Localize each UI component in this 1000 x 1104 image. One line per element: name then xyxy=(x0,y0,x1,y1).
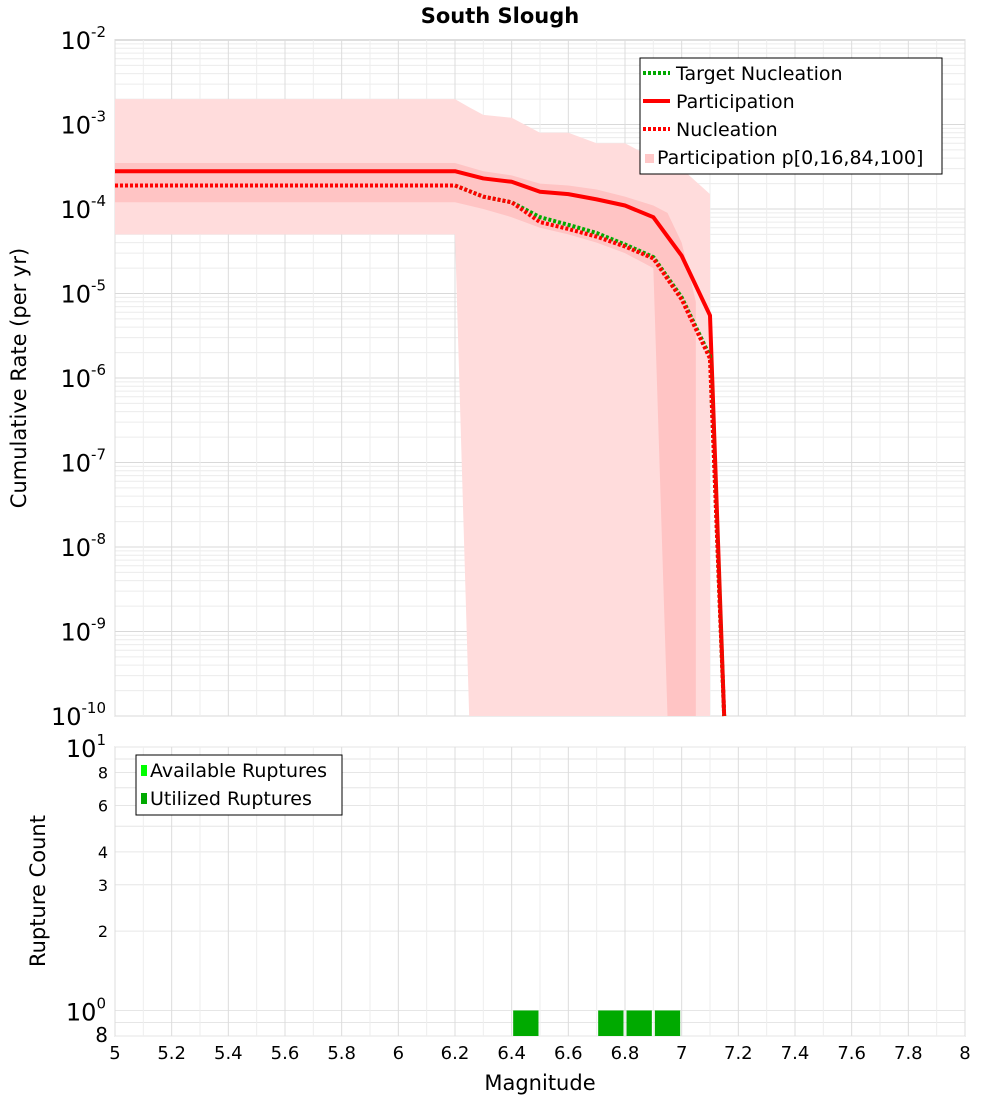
rate-y-tick-label: 10-2 xyxy=(60,23,106,55)
band-p0-p100 xyxy=(115,99,710,716)
rate-legend: Target Nucleation Participation Nucleation… xyxy=(639,57,943,175)
count-y-tick-label: 100 xyxy=(66,994,106,1026)
count-x-ticks: 5 5.2 5.4 5.6 5.8 6 6.2 6.4 6.6 6.8 7 7.2 7.4 7.6 7.8 8 xyxy=(109,1043,970,1064)
x-tick-label: 6.2 xyxy=(441,1043,470,1064)
legend-swatch-available-ruptures xyxy=(141,765,147,776)
x-tick-label: 7.6 xyxy=(837,1043,866,1064)
rate-y-tick-label: 10-8 xyxy=(60,530,106,562)
legend-label-available-ruptures: Available Ruptures xyxy=(150,760,327,782)
x-tick-label: 5 xyxy=(109,1043,120,1064)
x-tick-label: 8 xyxy=(959,1043,970,1064)
rate-y-ticks: 10-2 10-3 10-4 10-5 10-6 10-7 10-8 10-9 10-10 xyxy=(51,23,106,731)
x-tick-label: 7.2 xyxy=(724,1043,753,1064)
count-y-tick-label: 3 xyxy=(98,876,108,895)
bar xyxy=(598,1010,624,1036)
count-y-tick-label: 8 xyxy=(98,764,108,783)
x-tick-label: 6.8 xyxy=(611,1043,640,1064)
rate-y-axis-label: Cumulative Rate (per yr) xyxy=(7,248,31,508)
bar xyxy=(654,1010,681,1036)
x-tick-label: 6.6 xyxy=(554,1043,583,1064)
x-tick-label: 5.4 xyxy=(214,1043,243,1064)
x-axis-label: Magnitude xyxy=(484,1071,595,1095)
count-y-tick-label: 2 xyxy=(98,922,108,941)
x-tick-label: 7.4 xyxy=(781,1043,810,1064)
legend-label-participation: Participation xyxy=(676,91,795,113)
x-tick-label: 6.4 xyxy=(497,1043,526,1064)
x-tick-label: 5.8 xyxy=(327,1043,356,1064)
band-p16-p84 xyxy=(115,163,696,716)
x-tick-label: 5.6 xyxy=(271,1043,300,1064)
rate-y-tick-label: 10-9 xyxy=(60,615,106,647)
count-y-tick-label: 101 xyxy=(66,731,106,763)
count-y-tick-label: 8 xyxy=(95,1023,108,1047)
rate-y-tick-label: 10-5 xyxy=(60,277,106,309)
rate-y-tick-label: 10-10 xyxy=(51,699,106,731)
count-bars xyxy=(513,1010,681,1036)
x-tick-label: 7 xyxy=(676,1043,687,1064)
legend-label-nucleation: Nucleation xyxy=(676,119,778,141)
series-line-participation xyxy=(115,169,727,717)
x-tick-label: 7.8 xyxy=(894,1043,923,1064)
legend-swatch-participation-p-0-16-84-100- xyxy=(645,154,654,163)
series-line-nucleation xyxy=(115,183,727,717)
chart-title: South Slough xyxy=(421,4,579,28)
x-tick-label: 6 xyxy=(393,1043,404,1064)
bar xyxy=(626,1010,652,1036)
legend-swatch-utilized-ruptures xyxy=(141,793,147,804)
bar xyxy=(513,1010,539,1036)
count-y-tick-label: 6 xyxy=(98,796,108,815)
count-legend-box xyxy=(135,754,343,816)
rate-bands xyxy=(115,99,710,716)
legend-label-target-nucleation: Target Nucleation xyxy=(675,63,843,85)
count-y-tick-label: 4 xyxy=(98,843,108,862)
legend-label-participation-p-0-16-84-100-: Participation p[0,16,84,100] xyxy=(657,147,923,169)
rate-y-tick-label: 10-7 xyxy=(60,446,106,478)
count-legend: Available Ruptures Utilized Ruptures xyxy=(135,754,343,816)
rate-y-tick-label: 10-6 xyxy=(60,361,106,393)
rate-panel: 10-2 10-3 10-4 10-5 10-6 10-7 10-8 10-9 10-10 Cu… xyxy=(7,23,966,731)
rate-legend-box xyxy=(639,57,943,175)
rate-y-tick-label: 10-3 xyxy=(60,108,106,140)
x-tick-label: 5.2 xyxy=(157,1043,186,1064)
rate-lines xyxy=(115,169,727,717)
legend-label-utilized-ruptures: Utilized Ruptures xyxy=(150,788,312,810)
count-y-axis-label: Rupture Count xyxy=(26,815,50,967)
rate-y-tick-label: 10-4 xyxy=(60,192,106,224)
